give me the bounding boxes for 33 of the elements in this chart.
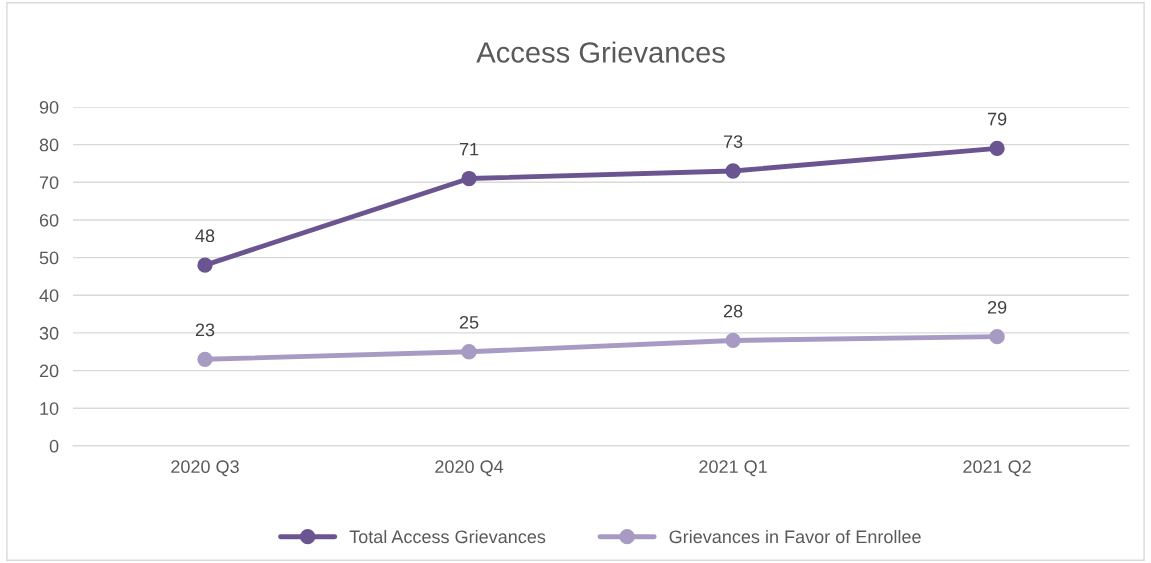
point bbox=[725, 163, 741, 179]
y-tick-label: 90 bbox=[39, 100, 59, 114]
data-label: 79 bbox=[988, 112, 1007, 126]
y-tick-label: 70 bbox=[39, 176, 59, 190]
x-tick-label: 2021 Q2 bbox=[963, 460, 1031, 477]
data-label: 28 bbox=[723, 304, 743, 318]
point bbox=[461, 344, 477, 360]
y-tick-label: 0 bbox=[49, 439, 59, 453]
point bbox=[989, 329, 1005, 345]
x-tick-label: 2020 Q4 bbox=[435, 460, 504, 477]
data-label: 73 bbox=[723, 135, 743, 148]
y-tick-label: 10 bbox=[40, 402, 59, 415]
point bbox=[989, 140, 1005, 157]
point bbox=[461, 170, 477, 187]
chart-title: Access Grievances bbox=[476, 41, 725, 63]
x-tick-label: 2021 Q1 bbox=[699, 460, 767, 477]
y-tick-label: 40 bbox=[39, 289, 59, 302]
y-tick-label: 80 bbox=[39, 138, 59, 152]
y-tick-label: 30 bbox=[39, 326, 59, 340]
point bbox=[197, 257, 213, 273]
y-tick-label: 20 bbox=[39, 364, 59, 378]
data-label: 29 bbox=[987, 300, 1007, 314]
legend-label: Total Access Grievances bbox=[349, 529, 546, 544]
legend-label: Grievances in Favor of Enrollee bbox=[669, 529, 921, 544]
x-tick-label: 2020 Q3 bbox=[171, 460, 239, 477]
data-label: 48 bbox=[195, 229, 215, 243]
data-label: 71 bbox=[459, 142, 479, 156]
point bbox=[197, 351, 213, 367]
point bbox=[725, 332, 741, 349]
data-label: 23 bbox=[195, 323, 215, 337]
y-tick-label: 50 bbox=[39, 251, 59, 265]
data-label: 25 bbox=[459, 315, 479, 329]
y-tick-label: 60 bbox=[39, 213, 59, 227]
